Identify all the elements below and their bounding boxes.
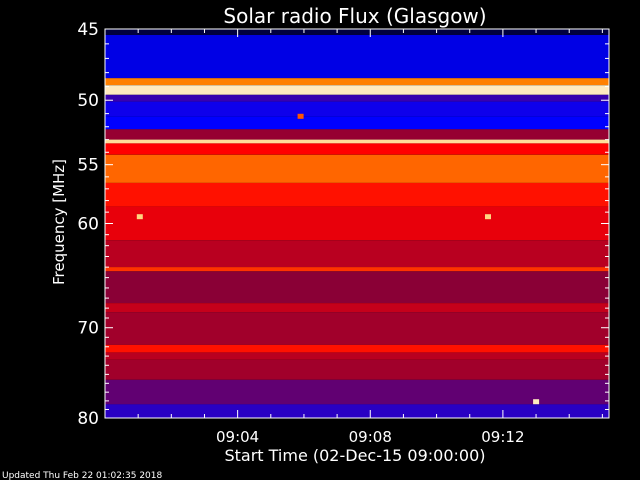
intensity-band <box>105 352 609 360</box>
x-tick-label: 09:08 <box>349 428 392 446</box>
intensity-band <box>105 29 609 35</box>
intensity-band <box>105 154 609 183</box>
intensity-band <box>105 182 609 207</box>
y-tick-label: 70 <box>77 319 99 339</box>
intensity-band <box>105 240 609 268</box>
bright-spot <box>533 399 540 405</box>
intensity-band <box>105 312 609 345</box>
intensity-band <box>105 35 609 79</box>
intensity-band <box>105 116 609 130</box>
y-tick-label: 60 <box>77 215 99 235</box>
intensity-band <box>105 303 609 313</box>
x-axis: 09:04 09:08 09:12 <box>137 29 603 446</box>
plot-area <box>104 28 610 419</box>
x-axis-label: Start Time (02-Dec-15 09:00:00) <box>224 446 485 465</box>
bright-spot <box>297 113 304 119</box>
y-tick-label: 50 <box>77 91 99 111</box>
heatmap <box>105 29 609 418</box>
intensity-band <box>105 101 609 117</box>
intensity-band <box>105 267 609 272</box>
intensity-band <box>105 379 609 405</box>
updated-footer: Updated Thu Feb 22 01:02:35 2018 <box>2 471 163 480</box>
intensity-band <box>105 143 609 155</box>
y-tick-label: 45 <box>77 20 99 40</box>
intensity-band <box>105 359 609 380</box>
x-tick-label: 09:04 <box>216 428 259 446</box>
intensity-band <box>105 404 609 418</box>
bright-spot <box>485 214 491 220</box>
y-tick-label: 80 <box>77 409 99 429</box>
intensity-band <box>105 344 609 353</box>
y-axis-label: Frequency [MHz] <box>50 159 68 285</box>
bright-spots <box>136 113 540 405</box>
chart-title: Solar radio Flux (Glasgow) <box>223 4 486 28</box>
intensity-band <box>105 94 609 102</box>
y-tick-label: 55 <box>77 156 99 176</box>
intensity-band <box>105 85 609 95</box>
intensity-band <box>105 206 609 241</box>
y-axis: 45 50 55 60 70 80 <box>77 20 609 429</box>
intensity-band <box>105 139 609 144</box>
x-tick-label: 09:12 <box>481 428 524 446</box>
bright-spot <box>136 214 143 220</box>
intensity-band <box>105 78 609 86</box>
intensity-band <box>105 271 609 304</box>
intensity-band <box>105 129 609 140</box>
